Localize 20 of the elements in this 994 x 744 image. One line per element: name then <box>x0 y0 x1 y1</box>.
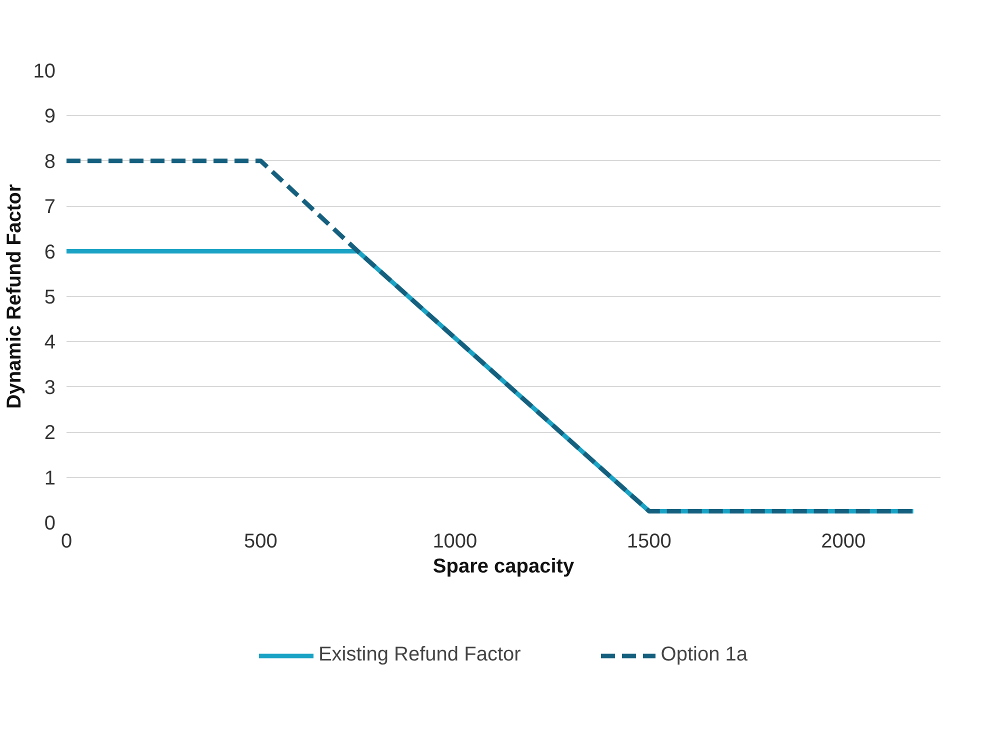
legend-label: Option 1a <box>660 644 748 666</box>
x-axis-title: Spare capacity <box>432 556 575 578</box>
x-tick-label: 2000 <box>821 530 866 552</box>
y-tick-label: 3 <box>44 376 56 399</box>
y-tick-label: 2 <box>44 422 56 444</box>
y-tick-label: 10 <box>33 60 56 82</box>
legend-label: Existing Refund Factor <box>318 644 521 666</box>
x-tick-label: 1000 <box>432 530 478 552</box>
y-axis-title: Dynamic Refund Factor <box>3 184 26 409</box>
x-tick-label: 0 <box>60 530 72 552</box>
y-tick-label: 5 <box>44 286 56 308</box>
x-tick-label: 1500 <box>626 530 672 552</box>
y-tick-label: 1 <box>44 467 56 490</box>
y-tick-label: 4 <box>44 332 56 354</box>
y-tick-label: 7 <box>44 196 56 218</box>
y-tick-label: 6 <box>44 241 56 264</box>
x-tick-label: 500 <box>244 530 278 552</box>
y-tick-label: 8 <box>44 150 56 173</box>
y-tick-label: 9 <box>44 106 56 128</box>
y-tick-label: 0 <box>44 512 56 534</box>
